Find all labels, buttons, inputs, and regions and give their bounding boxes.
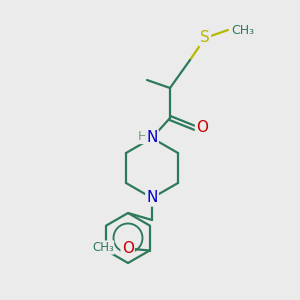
- Text: O: O: [122, 241, 134, 256]
- Text: CH₃: CH₃: [92, 241, 114, 254]
- Text: N: N: [146, 130, 158, 146]
- Text: CH₃: CH₃: [231, 23, 254, 37]
- Text: N: N: [146, 190, 158, 206]
- Text: H: H: [137, 130, 147, 143]
- Text: S: S: [200, 31, 210, 46]
- Text: O: O: [196, 121, 208, 136]
